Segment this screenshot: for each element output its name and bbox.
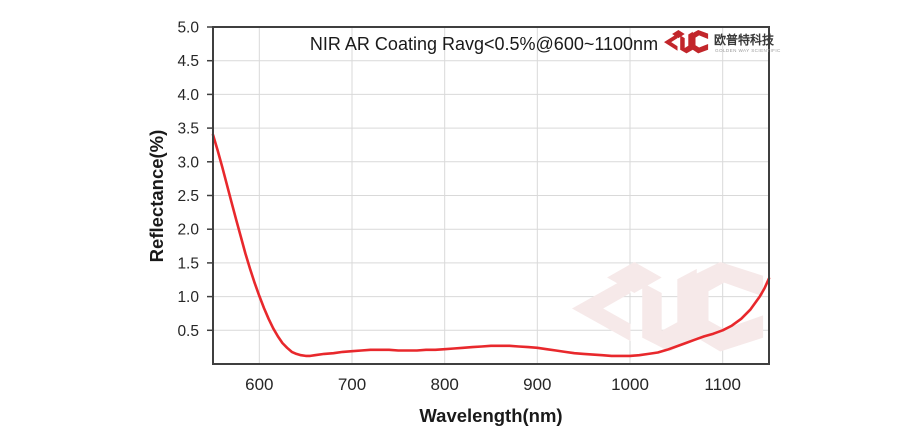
y-tick-label: 3.0: [177, 154, 199, 171]
x-tick-label: 800: [431, 375, 459, 394]
x-tick-label: 1100: [704, 375, 741, 394]
chart-title: NIR AR Coating Ravg<0.5%@600~1100nm: [310, 34, 658, 54]
x-tick-label: 1000: [611, 375, 649, 394]
y-tick-label: 5.0: [177, 20, 199, 37]
x-tick-label: 700: [338, 375, 366, 394]
y-tick-label: 1.5: [177, 255, 199, 272]
x-tick-label: 900: [523, 375, 551, 394]
y-tick-label: 2.5: [177, 188, 199, 205]
brand-name-en: GOLDEN WAY SCIENTIFIC: [715, 48, 781, 53]
y-tick-label: 1.0: [177, 289, 199, 306]
y-tick-label: 4.0: [177, 87, 199, 104]
y-tick-label: 2.0: [177, 222, 199, 239]
y-tick-label: 4.5: [177, 53, 199, 70]
watermark-logo-icon: [572, 262, 764, 352]
plot-border: [212, 26, 770, 365]
x-tick-label: 600: [245, 375, 273, 394]
y-tick-label: 3.5: [177, 121, 199, 138]
brand-name-zh: 欧普特科技: [714, 32, 775, 47]
y-axis-title: Reflectance(%): [146, 130, 167, 263]
reflectance-curve: [211, 133, 771, 358]
gridlines: [213, 27, 769, 364]
tick-labels: 600 700 800 900 1000 1100 0.5 1.0 1.5 2.0 2.5 3.0 3.…: [177, 20, 741, 395]
brand-logo-icon: [664, 30, 709, 54]
x-axis-title: Wavelength(nm): [419, 405, 562, 426]
y-tick-label: 0.5: [177, 323, 199, 340]
brand-logo: 欧普特科技 GOLDEN WAY SCIENTIFIC: [664, 30, 781, 54]
